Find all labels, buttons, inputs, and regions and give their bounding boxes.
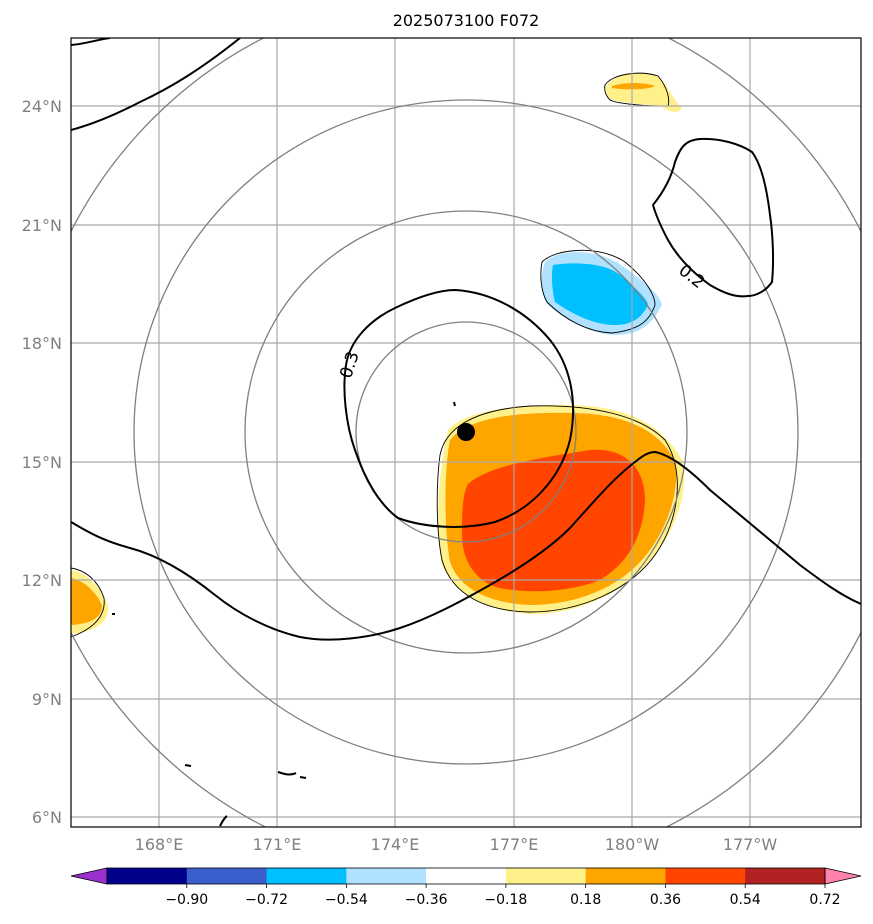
colorbar-tick-label: 0.72	[809, 892, 840, 908]
lon-label: 180°W	[605, 835, 660, 854]
lat-label: 6°N	[32, 808, 62, 827]
colorbar-tick-label: 0.54	[730, 892, 761, 908]
lon-label: 174°E	[371, 835, 420, 854]
contour-labels: 0.3 0.2	[336, 261, 708, 381]
latitude-labels: 24°N 21°N 18°N 15°N 12°N 9°N 6°N	[22, 97, 62, 827]
contour-label-02: 0.2	[675, 261, 709, 293]
lat-label: 12°N	[22, 571, 62, 590]
colorbar-segment	[107, 868, 188, 884]
colorbar-extend-high	[824, 867, 862, 885]
colorbar-tick-label: −0.36	[405, 892, 448, 908]
map-frame	[70, 37, 862, 828]
colorbar-tick-label: −0.54	[325, 892, 368, 908]
lon-label: 177°E	[490, 835, 539, 854]
isoline-nw-2	[71, 38, 111, 46]
colorbar-tick-label: 0.36	[650, 892, 681, 908]
positive-region-top-inner	[612, 83, 655, 90]
colorbar-segment	[505, 868, 587, 884]
colorbar-tick-label: −0.72	[245, 892, 288, 908]
colorbar-tick-label: −0.18	[484, 892, 527, 908]
shaded-field	[71, 73, 685, 634]
lat-label: 15°N	[22, 453, 62, 472]
lat-label: 18°N	[22, 334, 62, 353]
colorbar-outline	[106, 867, 826, 885]
isolines	[71, 38, 861, 827]
map-area: 0.3 0.2	[71, 38, 861, 827]
lon-label: 177°W	[723, 835, 778, 854]
storm-center-marker	[457, 423, 475, 441]
isoline-south	[71, 451, 861, 641]
colorbar-tick-label: 0.18	[570, 892, 601, 908]
isoline-03	[343, 289, 575, 528]
grid-lines	[71, 38, 861, 827]
colorbar: −0.90 −0.72 −0.54 −0.36 −0.18 0.18 0.36 0.54 0.7…	[70, 867, 862, 908]
lon-label: 168°E	[135, 835, 184, 854]
range-rings	[71, 38, 861, 827]
colorbar-segment	[186, 868, 268, 884]
colorbar-extend-low	[70, 867, 108, 885]
longitude-labels: 168°E 171°E 174°E 177°E 180°W 177°W	[135, 835, 778, 854]
positive-region-left-inner	[71, 578, 102, 625]
isoline-02-east	[652, 137, 775, 298]
colorbar-segment	[745, 868, 826, 884]
map-title: 2025073100 F072	[393, 11, 540, 30]
lat-label: 21°N	[22, 216, 62, 235]
colorbar-segment	[426, 868, 507, 884]
colorbar-segment	[665, 868, 746, 884]
negative-region-036	[551, 263, 648, 325]
positive-region-072	[462, 449, 645, 592]
colorbar-segment	[585, 868, 666, 884]
lat-label: 24°N	[22, 97, 62, 116]
colorbar-segment	[346, 868, 427, 884]
isoline-nw-1	[71, 38, 241, 131]
colorbar-segment	[266, 868, 347, 884]
lon-label: 171°E	[253, 835, 302, 854]
lat-label: 9°N	[32, 690, 62, 709]
colorbar-tick-label: −0.90	[165, 892, 208, 908]
